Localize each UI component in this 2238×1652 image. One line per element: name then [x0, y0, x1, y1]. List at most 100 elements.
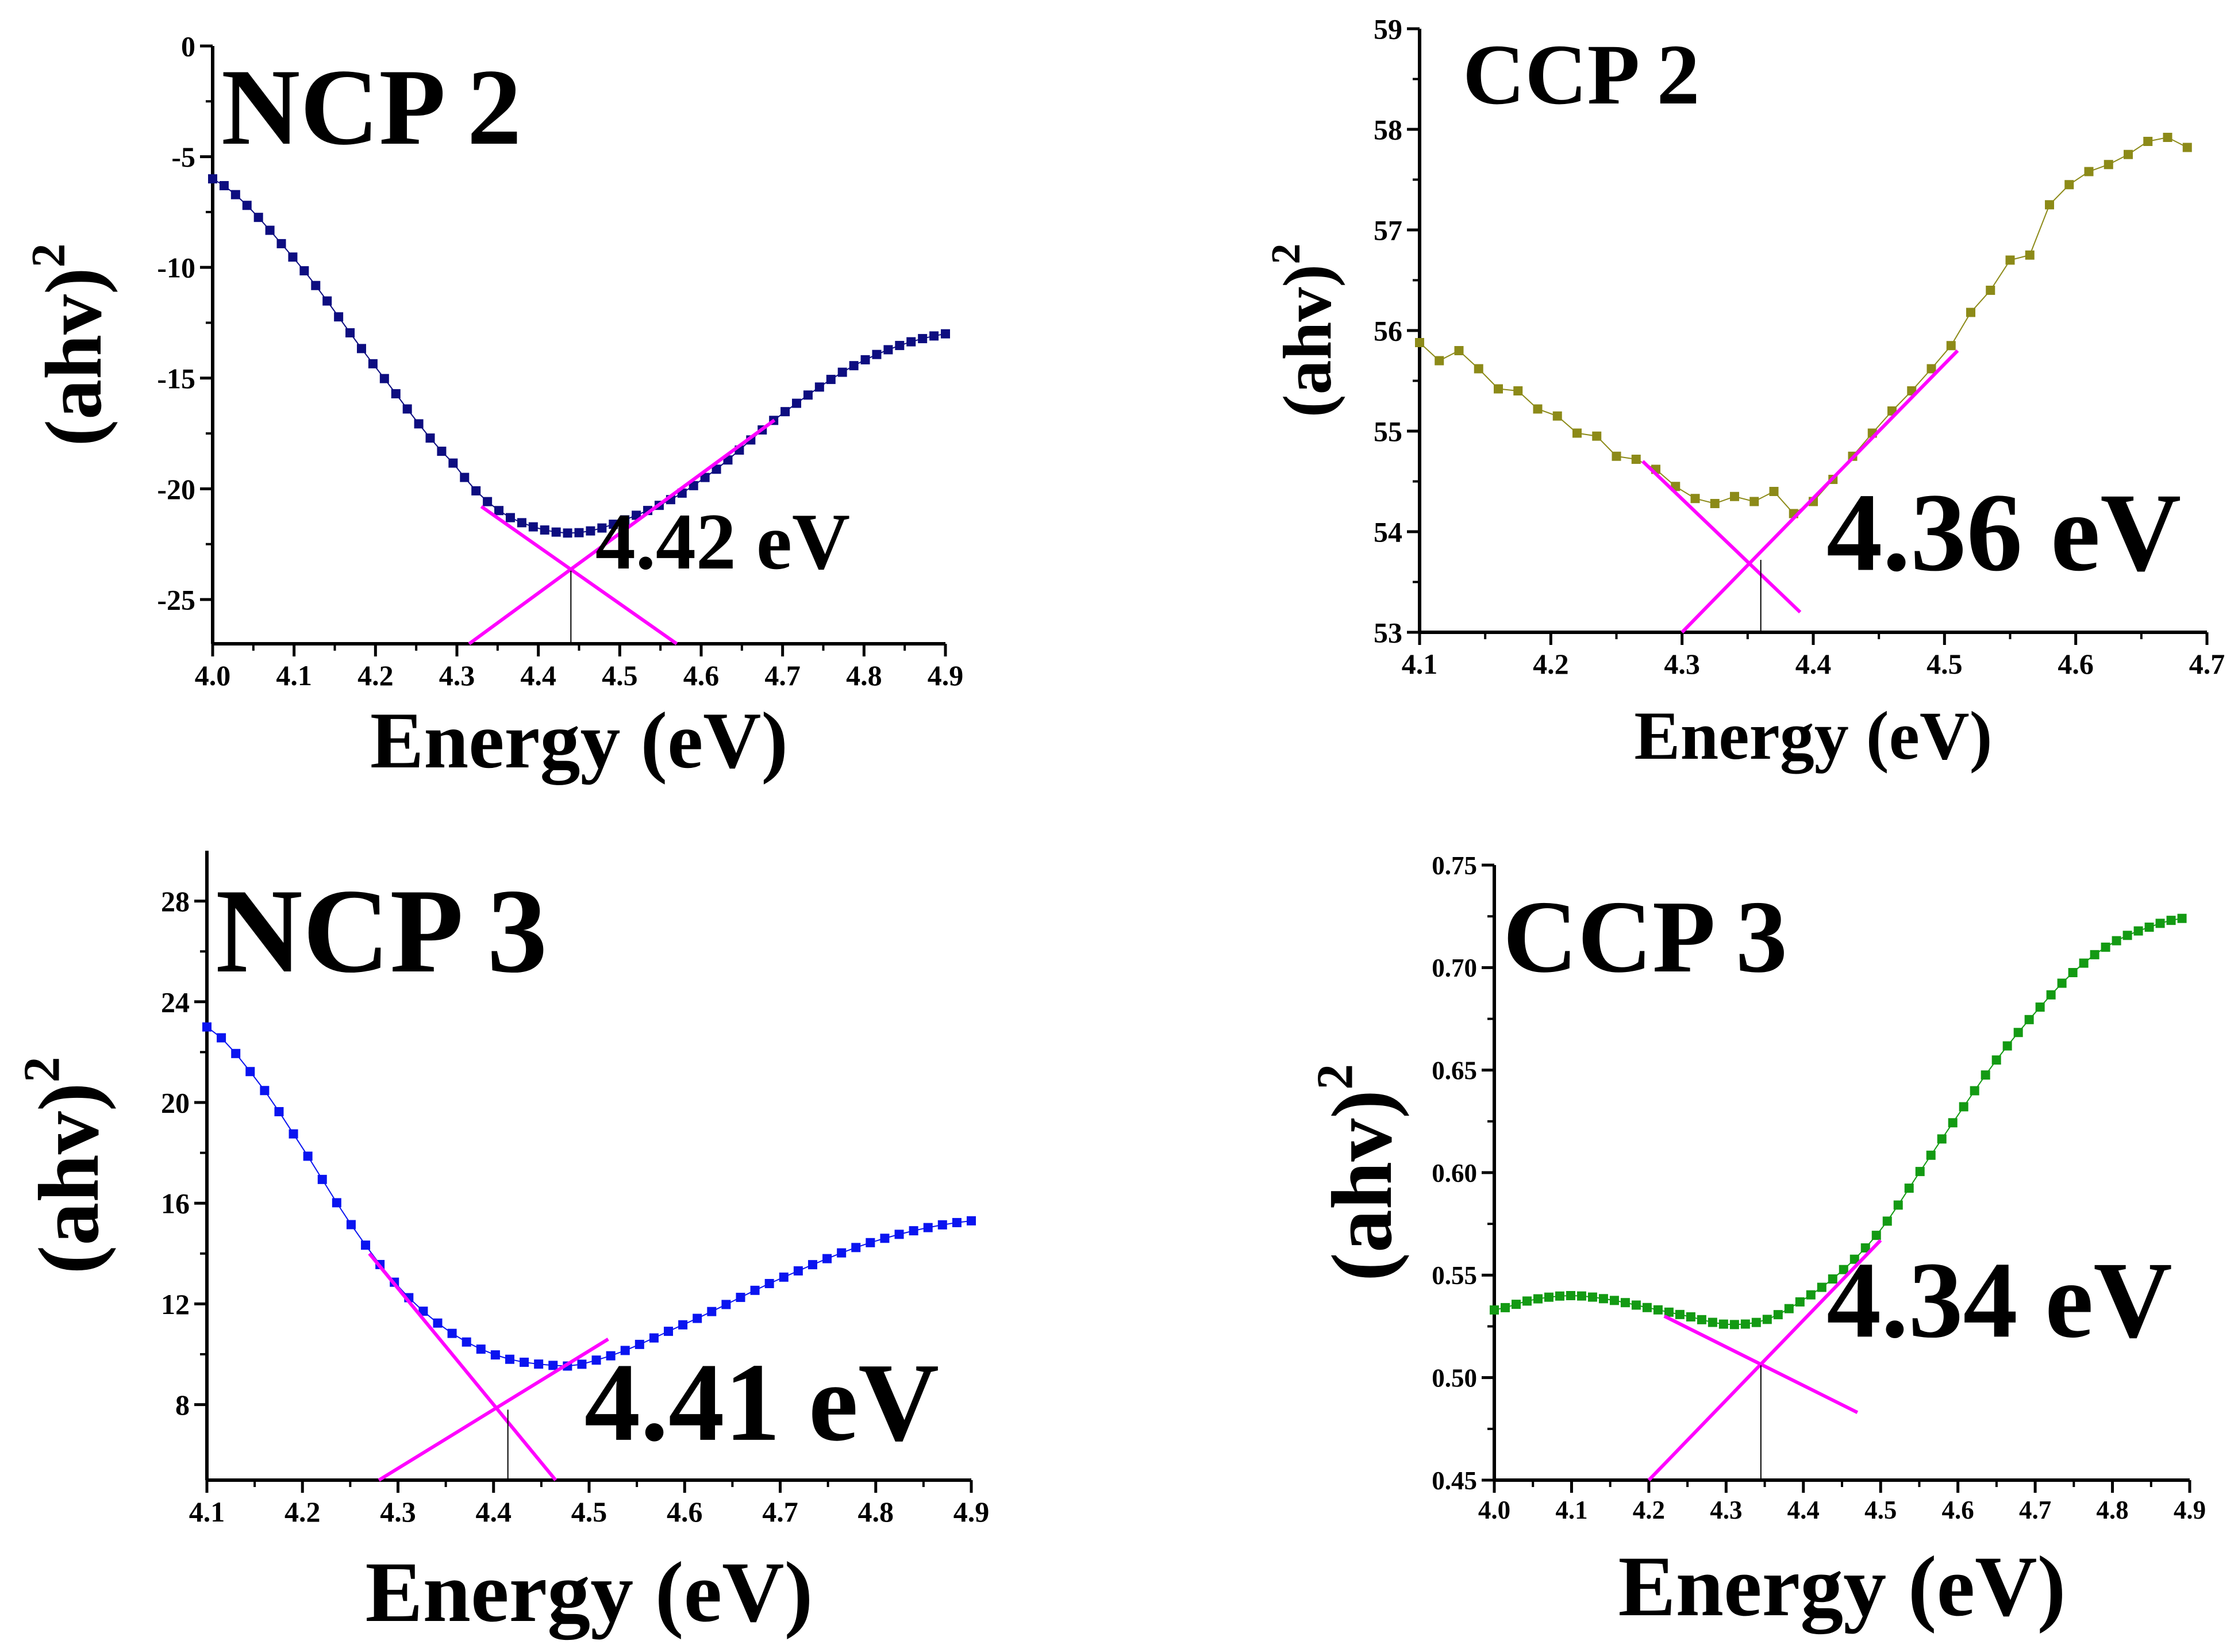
data-point	[780, 407, 790, 417]
data-point	[826, 375, 836, 385]
y-axis-label-text: (ahv)	[29, 267, 118, 446]
data-point	[1915, 1167, 1925, 1177]
y-tick-label: 12	[161, 1288, 190, 1320]
x-tick-label: 4.3	[1710, 1496, 1742, 1524]
x-tick-label: 4.7	[2189, 648, 2225, 680]
y-tick-label: 28	[161, 885, 190, 917]
data-point	[2124, 149, 2133, 159]
x-tick-label: 4.7	[762, 1496, 798, 1528]
data-point	[528, 522, 538, 532]
data-point	[2035, 1002, 2045, 1012]
data-point	[1697, 1315, 1706, 1324]
y-tick-label: 53	[1374, 617, 1402, 649]
data-point	[1839, 1265, 1848, 1274]
data-point	[1926, 1150, 1936, 1160]
data-point	[1749, 497, 1759, 506]
data-point	[2177, 913, 2187, 923]
data-point	[548, 1361, 558, 1370]
data-point	[1513, 386, 1523, 395]
data-point	[1904, 1184, 1914, 1193]
data-point	[490, 1350, 500, 1360]
data-point	[1860, 1243, 1870, 1253]
data-point	[471, 486, 481, 495]
y-tick-label: 24	[161, 986, 190, 1018]
data-point	[1740, 1319, 1750, 1329]
chart-panel-ncp3: 4.1 4.2 4.3 4.4 4.5 4.6 4.7 4.8 4.9 8 12 16 20 24 28 NC…	[14, 851, 989, 1640]
data-point	[311, 281, 321, 290]
data-point	[597, 523, 607, 533]
tangent-line	[1641, 460, 1802, 614]
data-point	[1795, 1297, 1805, 1307]
data-point	[591, 1355, 601, 1365]
data-point	[2155, 919, 2165, 928]
bandgap-annotation: 4.42 eV	[595, 497, 850, 586]
data-point	[952, 1217, 962, 1227]
data-point	[1730, 491, 1739, 501]
chart-title: NCP 3	[216, 865, 548, 998]
x-tick-label: 4.2	[1533, 648, 1569, 680]
x-tick-label: 4.1	[1402, 648, 1438, 680]
y-tick-label: 58	[1374, 114, 1402, 146]
data-point	[967, 1216, 976, 1225]
x-tick-label: 4.4	[1787, 1496, 1820, 1524]
y-tick-label: 0.50	[1432, 1363, 1477, 1392]
data-point	[750, 1285, 760, 1295]
y-axis-label-text: (ahv)	[21, 1082, 117, 1274]
data-point	[1751, 1317, 1761, 1327]
data-point	[721, 1300, 731, 1309]
data-point	[2005, 255, 2015, 265]
data-point	[793, 1266, 803, 1276]
data-point	[2143, 137, 2153, 146]
data-point	[635, 1339, 644, 1349]
x-tick-label: 4.1	[189, 1496, 225, 1528]
data-point	[231, 1048, 241, 1058]
y-tick-label: 0.60	[1432, 1159, 1477, 1188]
data-point	[1871, 1231, 1881, 1240]
x-tick-label: 4.7	[764, 659, 801, 691]
x-tick-label: 4.8	[846, 659, 882, 691]
data-point	[700, 472, 710, 482]
data-point	[586, 526, 595, 536]
data-point	[1849, 1254, 1859, 1264]
data-point	[217, 1033, 226, 1043]
data-point	[678, 1320, 688, 1330]
x-axis-label: Energy (eV)	[1618, 1539, 2066, 1634]
data-point	[260, 1086, 270, 1096]
data-point	[1587, 1292, 1597, 1302]
data-point	[1631, 1300, 1641, 1310]
data-point	[707, 1307, 717, 1316]
data-point	[219, 180, 229, 190]
data-point	[2079, 958, 2089, 968]
chart-panel-ncp2: 4.0 4.1 4.2 4.3 4.4 4.5 4.6 4.7 4.8 4.9 0 -5 -10 -15 -…	[22, 30, 963, 786]
data-point	[851, 1243, 861, 1253]
data-point	[1937, 1134, 1947, 1144]
data-point	[883, 345, 893, 355]
data-point	[1566, 1291, 1575, 1301]
data-point	[361, 1240, 371, 1250]
series-line	[206, 1026, 972, 1367]
data-point	[1609, 1296, 1619, 1305]
data-point	[368, 359, 378, 368]
data-point	[2064, 180, 2074, 190]
series-line	[1419, 136, 2188, 514]
data-point	[620, 1346, 630, 1355]
data-point	[918, 334, 928, 344]
y-tick-label: 20	[161, 1087, 190, 1119]
x-tick-label: 4.2	[357, 659, 394, 691]
data-point	[1773, 1310, 1783, 1320]
data-point	[880, 1234, 890, 1243]
data-point	[425, 433, 435, 443]
data-point	[379, 374, 389, 383]
x-tick-label: 4.0	[1478, 1496, 1510, 1524]
data-point	[418, 1307, 428, 1316]
data-point	[1690, 494, 1700, 504]
tangent-line	[468, 418, 776, 646]
y-tick-label: 0.75	[1432, 851, 1477, 880]
data-point	[414, 419, 424, 429]
data-point	[334, 312, 344, 322]
data-point	[574, 528, 584, 537]
x-tick-label: 4.4	[520, 659, 556, 691]
data-point	[2013, 1028, 2023, 1038]
bandgap-annotation: 4.36 eV	[1826, 471, 2181, 595]
